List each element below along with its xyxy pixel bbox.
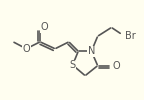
Text: Br: Br (125, 31, 135, 41)
Text: O: O (112, 61, 120, 71)
Text: S: S (70, 60, 76, 70)
Text: O: O (22, 44, 30, 54)
Text: O: O (40, 22, 48, 32)
Text: N: N (88, 46, 95, 56)
